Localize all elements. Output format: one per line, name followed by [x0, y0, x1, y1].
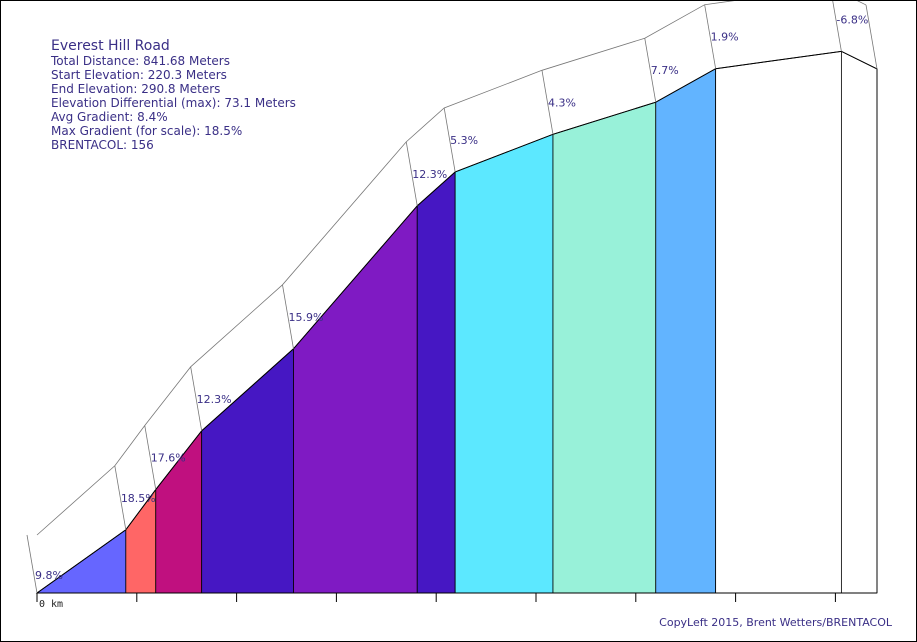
- segment-fill: [552, 101, 657, 594]
- avg-gradient-line: Avg Gradient: 8.4%: [51, 110, 168, 124]
- segment-grade-label: 12.3%: [412, 168, 447, 181]
- brentacol-line: BRENTACOL: 156: [51, 138, 154, 152]
- segment-grade-label: 18.5%: [121, 492, 156, 505]
- ribbon-connector: [405, 141, 418, 206]
- total-distance-line: Total Distance: 841.68 Meters: [51, 54, 230, 68]
- ribbon-connector: [541, 70, 554, 135]
- segment-grade-label: 4.3%: [548, 96, 576, 109]
- max-gradient-line: Max Gradient (for scale): 18.5%: [51, 124, 243, 138]
- ribbon-connector: [443, 107, 456, 173]
- segment-fill: [125, 488, 157, 594]
- segment-fill: [201, 347, 294, 594]
- ribbon-connector: [190, 366, 203, 431]
- ribbon-connector: [114, 465, 127, 530]
- ribbon-connector: [832, 1, 842, 52]
- ribbon-connector: [26, 534, 38, 594]
- segment-fill: [655, 68, 717, 594]
- segment-grade-label: 9.8%: [35, 569, 63, 582]
- ribbon-connector: [644, 38, 657, 103]
- segment-fill: [454, 133, 554, 594]
- end-elevation-line: End Elevation: 290.8 Meters: [51, 82, 221, 96]
- segment-grade-label: 1.9%: [711, 31, 739, 44]
- ribbon-back-line: [36, 1, 867, 536]
- route-info-panel: Everest Hill Road Total Distance: 841.68…: [51, 38, 296, 152]
- route-title: Everest Hill Road: [51, 38, 170, 54]
- segment-fill: [293, 204, 418, 594]
- elevation-differential-line: Elevation Differential (max): 73.1 Meter…: [51, 96, 296, 110]
- copyleft-credit: CopyLeft 2015, Brent Wetters/BRENTACOL: [659, 616, 892, 629]
- segment-fill: [416, 171, 456, 594]
- ribbon-connector: [144, 425, 157, 490]
- start-elevation-line: Start Elevation: 220.3 Meters: [51, 68, 227, 82]
- segment-grade-label: 15.9%: [288, 311, 323, 324]
- segment-grade-label: 7.7%: [651, 64, 679, 77]
- x-axis-start-label: 0 km: [39, 599, 63, 610]
- ribbon-connector: [282, 284, 294, 349]
- segment-grade-label: -6.8%: [836, 13, 868, 26]
- ribbon-connector: [704, 4, 717, 69]
- segment-fill: [715, 50, 842, 594]
- segment-grade-label: 12.3%: [197, 393, 232, 406]
- segment-grade-label: 17.6%: [151, 452, 186, 465]
- ribbon-connector: [865, 4, 878, 70]
- profile-line: [36, 50, 878, 594]
- segment-grade-label: 5.3%: [450, 134, 478, 147]
- segment-fill: [840, 50, 878, 594]
